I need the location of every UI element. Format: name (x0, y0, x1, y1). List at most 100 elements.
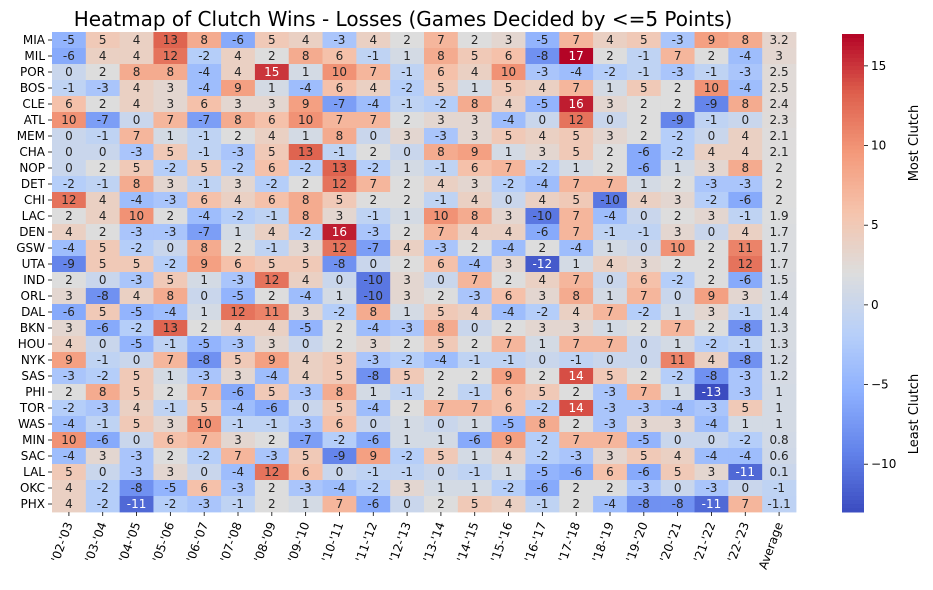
colorbar-segment (842, 257, 864, 262)
heatmap-cell (626, 144, 662, 161)
heatmap-cell (457, 496, 493, 513)
x-tick-labels: '02-'03'03-'04'04-'05'05-'06'06-'07'07-'… (48, 512, 786, 571)
colorbar-segment (842, 81, 864, 87)
heatmap-cell (525, 496, 560, 513)
cell-value-label: -1 (367, 465, 379, 479)
cell-value-label: 2 (99, 225, 107, 239)
heatmap-cell (221, 240, 256, 257)
cell-value-label: -5 (131, 305, 143, 319)
cell-value-label: 4 (539, 273, 547, 287)
heatmap-cell (457, 192, 493, 209)
colorbar-segment (842, 245, 864, 250)
cell-value-label: -4 (266, 369, 278, 383)
cell-value-label: 2 (65, 385, 73, 399)
heatmap-cell (559, 48, 594, 65)
heatmap-cell (626, 368, 662, 385)
cell-value-label: -1 (401, 97, 413, 111)
colorbar-segment (842, 217, 864, 222)
cell-value-label: 6 (200, 481, 208, 495)
cell-value-label: 5 (200, 401, 208, 415)
cell-value-label: -1 (367, 49, 379, 63)
heatmap-cell (221, 272, 256, 289)
heatmap-cell (525, 400, 560, 417)
heatmap-cell (525, 64, 560, 81)
cell-value-label: 11 (264, 305, 279, 319)
cell-value-label: 4 (741, 129, 749, 143)
heatmap-cell (694, 368, 729, 385)
heatmap-cell (52, 272, 87, 289)
cell-value-label: 8 (539, 417, 547, 431)
cell-value-label: -3 (97, 401, 109, 415)
cell-value-label: 2 (268, 49, 276, 63)
cell-value-label: 5 (741, 401, 749, 415)
cell-value-label: -6 (536, 481, 548, 495)
heatmap-cell (85, 448, 121, 465)
y-tick-label: POR (20, 65, 45, 79)
heatmap-cell (457, 240, 493, 257)
cell-value-label: -4 (300, 289, 312, 303)
colorbar-segment (842, 181, 864, 186)
colorbar-segment (842, 109, 864, 115)
colorbar-segment (842, 173, 864, 178)
cell-value-label: 1 (268, 81, 276, 95)
heatmap-cell (356, 96, 391, 113)
cell-value-label: 0 (99, 273, 107, 287)
cell-value-label: 3 (471, 177, 479, 191)
cell-value-label: -2 (131, 321, 143, 335)
cell-value-label: 3 (539, 289, 547, 303)
heatmap-cell (491, 192, 526, 209)
heatmap-cell (85, 240, 121, 257)
cell-value-label: 7 (471, 273, 479, 287)
cell-value-label: 2 (471, 337, 479, 351)
heatmap-cell (52, 96, 87, 113)
colorbar-segment (842, 372, 864, 378)
colorbar-segment (842, 488, 864, 493)
heatmap-cell (762, 144, 797, 161)
y-tick-label: PHX (21, 497, 45, 511)
heatmap-cell (491, 112, 526, 129)
cell-value-label: -3 (739, 369, 751, 383)
colorbar-segment (842, 121, 864, 127)
cell-value-label: 3 (437, 113, 445, 127)
cell-value-label: 5 (640, 81, 648, 95)
heatmap-cell (457, 432, 493, 449)
cell-value-label: 1 (302, 65, 310, 79)
cell-value-label: -3 (131, 465, 143, 479)
heatmap-cell (322, 416, 357, 433)
heatmap-cell (390, 368, 425, 385)
heatmap-cell (728, 224, 763, 241)
heatmap-cell (694, 160, 729, 177)
cell-value-label: -4 (739, 449, 751, 463)
cell-value-label: 3.2 (770, 33, 789, 47)
heatmap-cell (221, 320, 256, 337)
cell-value-label: 2 (200, 321, 208, 335)
heatmap-cell (491, 432, 526, 449)
cell-value-label: 0 (437, 465, 445, 479)
y-tick-label: LAC (22, 209, 45, 223)
colorbar-segment (842, 476, 864, 481)
heatmap-cell (390, 32, 425, 49)
cell-value-label: -3 (232, 145, 244, 159)
heatmap-cell (559, 144, 594, 161)
heatmap-cell (491, 224, 526, 241)
heatmap-cell (660, 32, 695, 49)
heatmap-cell (52, 240, 87, 257)
heatmap-cell (525, 384, 560, 401)
y-tick-label: CHI (24, 193, 45, 207)
cell-value-label: 17 (569, 49, 584, 63)
cell-value-label: 2 (403, 113, 411, 127)
heatmap-cell (119, 160, 154, 177)
colorbar-segment (842, 396, 864, 401)
cell-value-label: 7 (572, 337, 580, 351)
heatmap-cell (491, 176, 526, 193)
cell-value-label: -3 (232, 337, 244, 351)
heatmap-cell (85, 160, 121, 177)
y-tick-label: WAS (18, 417, 45, 431)
cell-value-label: -6 (97, 433, 109, 447)
heatmap-cell (322, 32, 357, 49)
cell-value-label: 1.3 (770, 337, 789, 351)
heatmap-cell (762, 496, 797, 513)
heatmap-cell (593, 304, 628, 321)
cell-value-label: 3 (674, 193, 682, 207)
heatmap-cell (762, 192, 797, 209)
